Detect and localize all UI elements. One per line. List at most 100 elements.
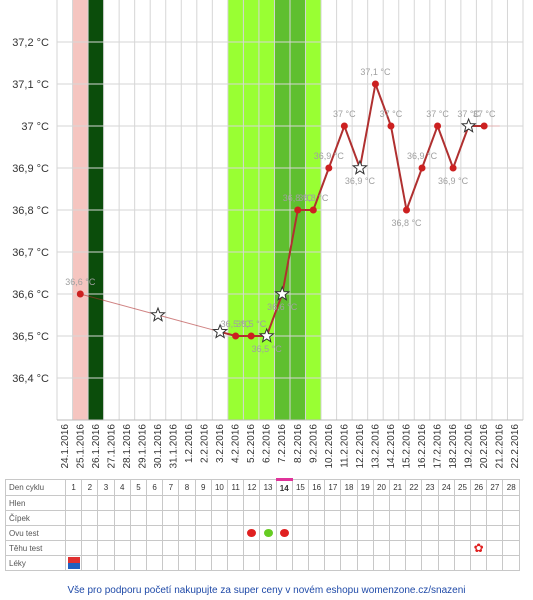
day-cell[interactable] [178,510,196,526]
day-cell[interactable] [356,555,374,571]
day-cell[interactable] [113,540,131,556]
day-cell[interactable]: 26 [470,479,488,496]
day-cell[interactable] [146,555,164,571]
day-cell[interactable]: 8 [178,479,196,496]
day-cell[interactable] [389,510,407,526]
day-cell[interactable] [81,510,99,526]
day-cell[interactable] [81,525,99,541]
day-cell[interactable] [146,510,164,526]
day-cell[interactable] [243,525,261,541]
day-cell[interactable]: 21 [389,479,407,496]
day-cell[interactable] [97,540,115,556]
day-cell[interactable] [243,495,261,511]
day-cell[interactable] [194,510,212,526]
day-cell[interactable] [421,555,439,571]
day-cell[interactable] [81,540,99,556]
day-cell[interactable] [129,495,148,511]
day-cell[interactable] [275,555,293,571]
day-cell[interactable]: 19 [356,479,374,496]
day-cell[interactable] [243,540,261,556]
day-cell[interactable] [113,525,131,541]
day-cell[interactable] [470,555,488,571]
day-cell[interactable] [291,540,310,556]
day-cell[interactable] [486,555,504,571]
day-cell[interactable] [194,495,212,511]
day-cell[interactable] [178,495,196,511]
day-cell[interactable] [308,495,326,511]
day-cell[interactable] [243,555,261,571]
day-cell[interactable]: 14 [275,478,293,496]
day-cell[interactable] [97,510,115,526]
day-cell[interactable] [421,495,439,511]
day-cell[interactable] [470,495,488,511]
day-cell[interactable] [486,495,504,511]
day-cell[interactable] [64,525,83,541]
day-cell[interactable] [502,555,520,571]
day-cell[interactable] [437,525,455,541]
footer-link[interactable]: Vše pro podporu početí nakupujte za supe… [67,585,466,596]
day-cell[interactable] [227,525,245,541]
day-cell[interactable]: 5 [129,479,148,496]
day-cell[interactable]: 3 [97,479,115,496]
day-cell[interactable] [324,555,342,571]
day-cell[interactable] [162,510,180,526]
day-cell[interactable]: 13 [259,479,277,496]
day-cell[interactable] [308,510,326,526]
day-cell[interactable] [421,540,439,556]
day-cell[interactable]: 16 [308,479,326,496]
day-cell[interactable] [291,555,310,571]
day-cell[interactable] [340,510,358,526]
day-cell[interactable] [194,555,212,571]
day-cell[interactable]: 22 [405,479,423,496]
day-cell[interactable] [405,540,423,556]
day-cell[interactable] [178,555,196,571]
day-cell[interactable] [486,540,504,556]
day-cell[interactable] [437,495,455,511]
day-cell[interactable] [502,495,520,511]
day-cell[interactable] [453,525,472,541]
day-cell[interactable] [340,525,358,541]
day-cell[interactable] [308,525,326,541]
day-cell[interactable] [421,510,439,526]
day-cell[interactable] [210,510,229,526]
day-cell[interactable] [453,555,472,571]
day-cell[interactable] [291,495,310,511]
day-cell[interactable]: 11 [227,479,245,496]
day-cell[interactable] [227,510,245,526]
day-cell[interactable] [210,555,229,571]
day-cell[interactable] [502,540,520,556]
day-cell[interactable] [275,510,293,526]
day-cell[interactable] [340,540,358,556]
day-cell[interactable]: 12 [243,479,261,496]
day-cell[interactable] [291,525,310,541]
day-cell[interactable] [64,540,83,556]
day-cell[interactable] [97,555,115,571]
day-cell[interactable] [324,510,342,526]
day-cell[interactable] [113,495,131,511]
day-cell[interactable] [340,495,358,511]
day-cell[interactable] [162,525,180,541]
day-cell[interactable]: 9 [194,479,212,496]
day-cell[interactable] [129,525,148,541]
day-cell[interactable] [113,555,131,571]
day-cell[interactable] [113,510,131,526]
day-cell[interactable] [324,540,342,556]
day-cell[interactable] [486,525,504,541]
day-cell[interactable] [259,555,277,571]
day-cell[interactable] [259,540,277,556]
day-cell[interactable] [453,495,472,511]
day-cell[interactable] [227,540,245,556]
day-cell[interactable] [437,555,455,571]
day-cell[interactable] [372,495,391,511]
day-cell[interactable] [64,495,83,511]
day-cell[interactable] [356,510,374,526]
day-cell[interactable] [81,555,99,571]
day-cell[interactable] [275,495,293,511]
day-cell[interactable] [129,510,148,526]
day-cell[interactable] [194,540,212,556]
day-cell[interactable] [324,525,342,541]
day-cell[interactable] [129,540,148,556]
day-cell[interactable] [405,495,423,511]
day-cell[interactable] [162,495,180,511]
day-cell[interactable] [437,510,455,526]
